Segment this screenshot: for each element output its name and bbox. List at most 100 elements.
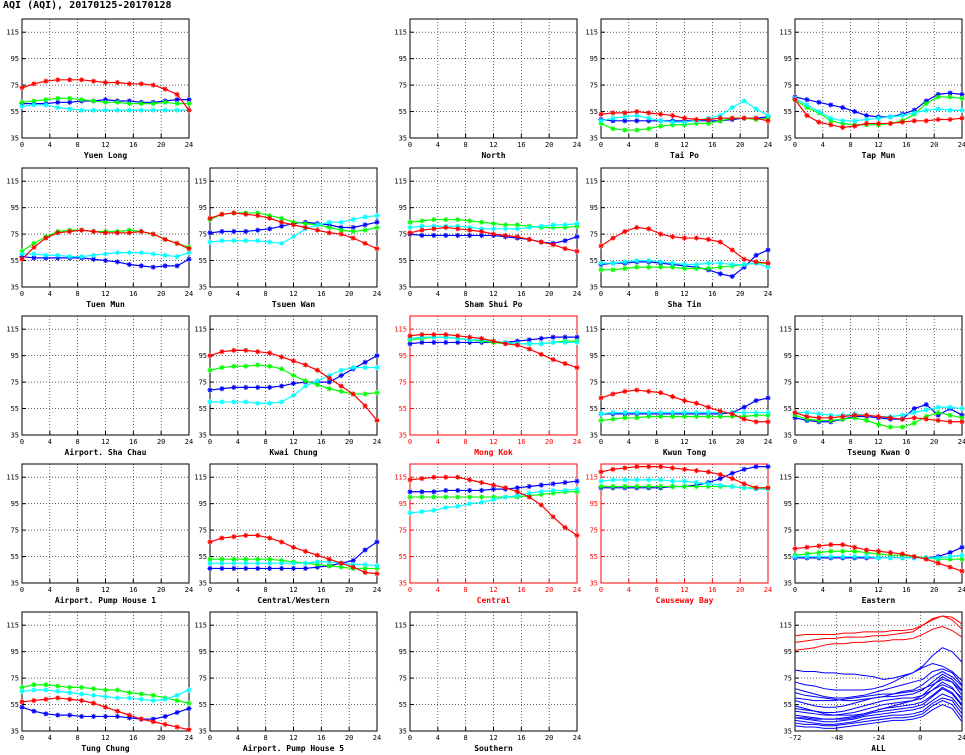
data-point-blue	[302, 565, 309, 572]
data-point-cyan	[243, 238, 249, 244]
data-point-cyan	[875, 555, 882, 561]
data-point-cyan	[431, 223, 437, 229]
x-tick-label: 0	[793, 438, 797, 446]
data-point-cyan	[828, 412, 834, 418]
x-tick-label: 16	[708, 290, 716, 298]
panel-title: Tsuen Wan	[272, 300, 316, 309]
data-point-red	[443, 474, 449, 480]
data-point-red	[467, 477, 473, 483]
data-point-red	[729, 411, 735, 417]
series-line-blue	[794, 697, 963, 725]
data-point-red	[852, 544, 858, 550]
data-point-red	[267, 535, 273, 541]
data-point-red	[669, 465, 676, 471]
data-point-red	[126, 712, 132, 718]
data-point-cyan	[407, 335, 413, 342]
data-point-blue	[753, 398, 759, 404]
data-point-cyan	[816, 553, 822, 560]
data-point-red	[658, 231, 664, 237]
data-point-cyan	[255, 238, 261, 244]
data-point-green	[598, 267, 604, 273]
x-tick-label: 12	[489, 586, 497, 594]
data-point-red	[875, 548, 882, 554]
y-tick-label: 55	[11, 108, 19, 116]
panel-north: 0 4 8 12 16 20 24 35 55 75 95 115 North	[394, 18, 581, 160]
data-point-green	[67, 684, 73, 690]
data-point-green	[102, 99, 109, 105]
data-point-cyan	[717, 482, 723, 488]
data-point-green	[255, 556, 261, 562]
data-point-green	[646, 264, 652, 270]
panel-kwun-tong: 0 4 8 12 16 20 24 35 55 75 95 115 Kwun Tong	[585, 315, 772, 457]
data-point-cyan	[55, 104, 61, 111]
data-point-red	[43, 235, 49, 241]
data-point-red	[681, 235, 688, 241]
data-point-green	[693, 265, 700, 272]
data-point-green	[646, 483, 652, 490]
data-point-cyan	[947, 404, 953, 410]
data-point-red	[302, 362, 309, 368]
data-point-cyan	[174, 253, 180, 260]
data-point-red	[923, 556, 929, 562]
data-point-red	[407, 230, 413, 236]
panel-title: Airport. Pump House 5	[243, 743, 344, 753]
data-point-red	[693, 468, 700, 474]
data-point-red	[717, 239, 723, 245]
data-point-blue	[646, 118, 652, 124]
data-point-green	[374, 390, 380, 396]
data-point-blue	[374, 539, 380, 545]
x-tick-label: 0	[599, 290, 603, 298]
data-point-green	[338, 564, 344, 570]
data-point-cyan	[90, 107, 97, 113]
data-point-green	[610, 483, 616, 490]
data-point-cyan	[302, 383, 309, 389]
data-point-green	[875, 551, 882, 557]
data-point-red	[634, 387, 640, 393]
data-point-red	[278, 539, 285, 545]
y-tick-label: 55	[590, 553, 598, 561]
panel-sha-tin: 0 4 8 12 16 20 24 35 55 75 95 115 Sha Tin	[585, 167, 772, 309]
data-point-red	[267, 350, 273, 356]
data-point-red	[863, 412, 870, 418]
data-point-blue	[753, 464, 759, 470]
data-point-cyan	[19, 251, 25, 257]
data-point-green	[278, 557, 285, 564]
data-point-red	[816, 543, 822, 549]
data-point-red	[562, 361, 568, 367]
y-tick-label: 115	[6, 178, 19, 186]
y-tick-label: 115	[194, 474, 207, 482]
x-tick-label: 8	[849, 141, 853, 149]
panel-title: Sham Shui Po	[465, 299, 523, 309]
x-tick-label: 12	[289, 438, 297, 446]
data-point-cyan	[267, 560, 273, 566]
data-point-blue	[443, 339, 449, 346]
data-point-green	[899, 424, 905, 430]
y-tick-label: 75	[199, 379, 207, 387]
data-point-red	[43, 696, 49, 702]
data-point-blue	[150, 716, 156, 722]
data-point-cyan	[19, 103, 25, 109]
panel-mong-kok: 0 4 8 12 16 20 24 35 55 75 95 115 Mong Kok	[394, 315, 581, 457]
x-tick-label: 16	[708, 141, 716, 149]
panel-title: Tai Po	[670, 150, 699, 160]
x-tick-label: 0	[208, 586, 212, 594]
x-tick-label: 8	[655, 586, 659, 594]
x-tick-label: 24	[373, 290, 381, 298]
data-point-blue	[717, 271, 723, 277]
data-point-blue	[31, 708, 37, 714]
data-point-red	[669, 394, 676, 400]
data-point-green	[622, 265, 628, 272]
data-point-red	[255, 349, 261, 355]
data-point-cyan	[681, 261, 688, 268]
data-point-red	[887, 120, 894, 127]
series-line-blue	[794, 673, 963, 708]
x-tick-label: 24	[958, 438, 965, 446]
data-point-red	[350, 391, 356, 397]
y-tick-label: 115	[585, 29, 598, 37]
data-point-green	[207, 367, 213, 373]
data-point-green	[538, 491, 544, 498]
data-point-cyan	[816, 411, 822, 417]
data-point-cyan	[828, 553, 834, 560]
y-tick-label: 55	[199, 257, 207, 265]
data-point-cyan	[693, 479, 700, 486]
